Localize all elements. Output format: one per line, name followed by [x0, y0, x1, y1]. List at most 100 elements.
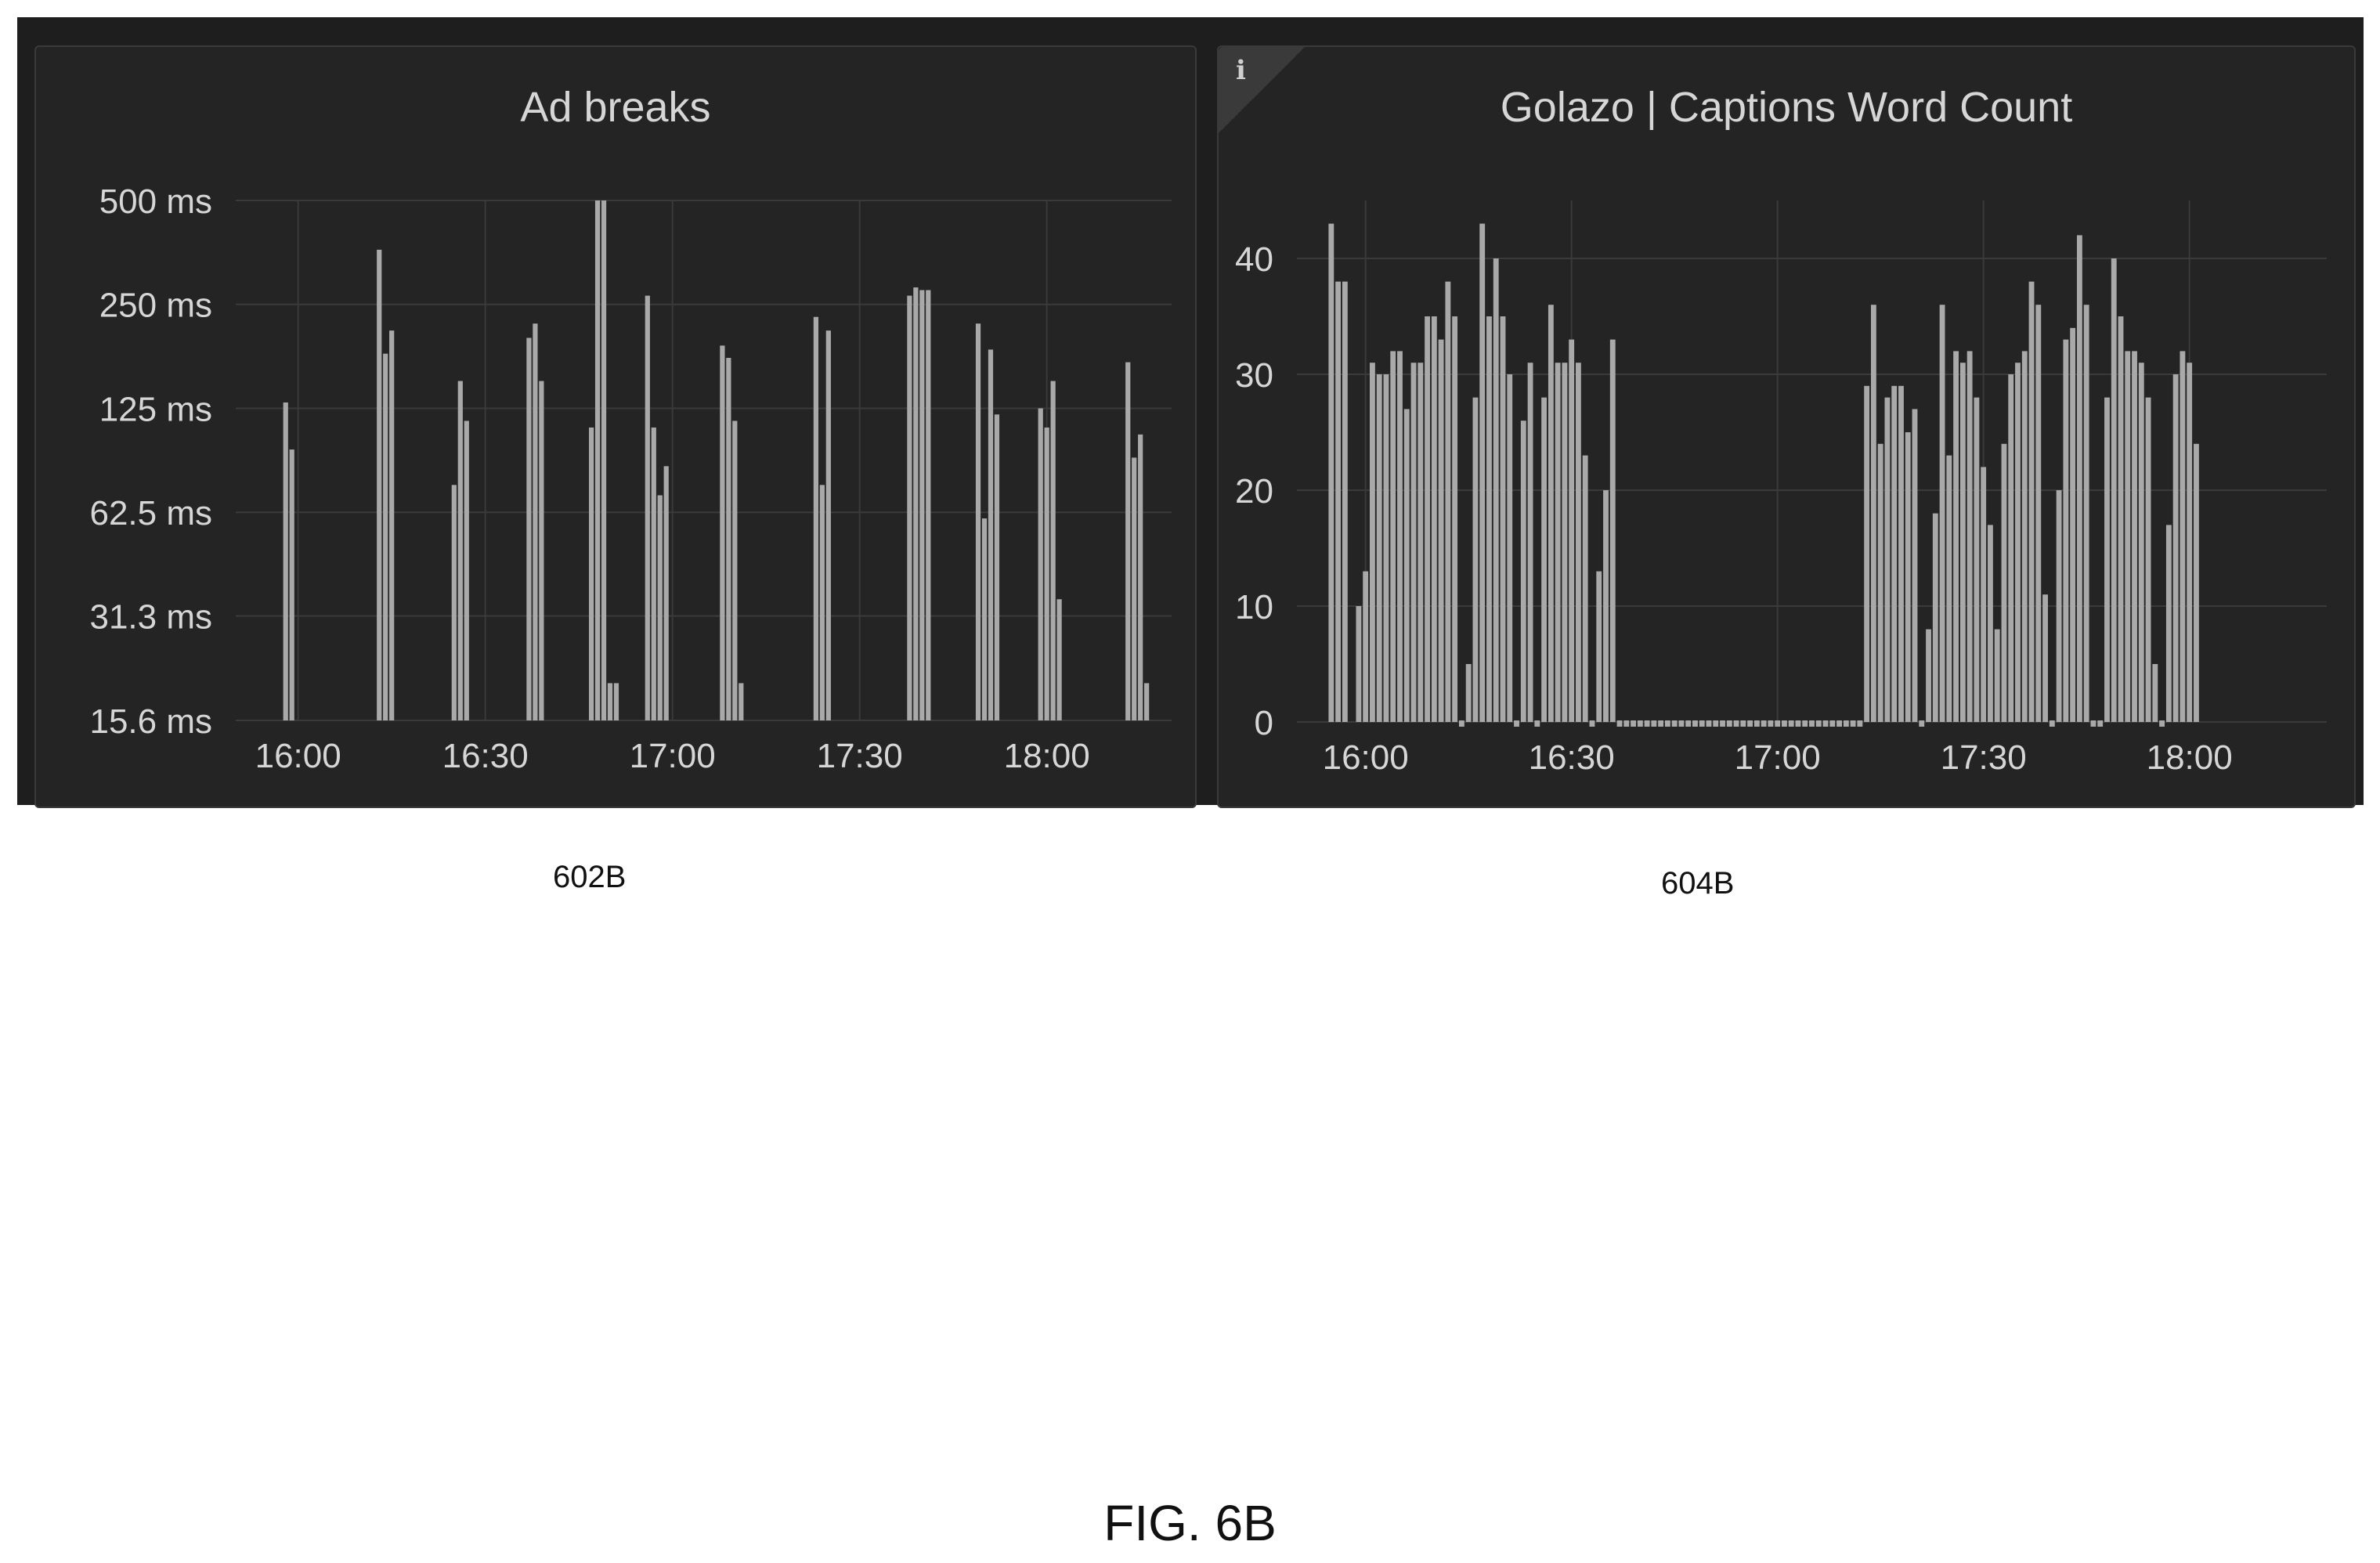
bar[interactable]: [1926, 629, 1931, 722]
bar[interactable]: [1870, 305, 1876, 722]
bar[interactable]: [1966, 351, 1973, 722]
bar[interactable]: [2152, 664, 2158, 722]
bar[interactable]: [1562, 363, 1568, 722]
panel-ad-breaks[interactable]: Ad breaks 15.6 ms 31.3 ms 62.5 ms 125 ms 250…: [34, 45, 1197, 808]
bar[interactable]: [2104, 397, 2110, 722]
bar[interactable]: [1864, 385, 1870, 722]
bar[interactable]: [1397, 351, 1403, 722]
bar[interactable]: [1761, 720, 1767, 727]
bar[interactable]: [1569, 339, 1575, 722]
bar[interactable]: [919, 290, 925, 720]
bar[interactable]: [1144, 683, 1150, 720]
bar[interactable]: [2118, 316, 2124, 722]
bar[interactable]: [994, 414, 1000, 720]
bar[interactable]: [2111, 258, 2117, 722]
bar[interactable]: [1891, 385, 1898, 722]
bar[interactable]: [289, 449, 294, 720]
bar[interactable]: [1514, 720, 1519, 727]
bar[interactable]: [607, 683, 613, 720]
bar[interactable]: [1500, 316, 1506, 722]
bar[interactable]: [663, 466, 669, 720]
bar[interactable]: [1795, 720, 1801, 727]
bar[interactable]: [1747, 720, 1753, 727]
bar[interactable]: [377, 249, 382, 720]
bar[interactable]: [1726, 720, 1732, 727]
bar[interactable]: [2063, 339, 2069, 722]
bar[interactable]: [1815, 720, 1822, 727]
bar[interactable]: [2090, 720, 2096, 727]
bar[interactable]: [2180, 351, 2186, 722]
bar[interactable]: [1637, 720, 1643, 727]
bar[interactable]: [1768, 720, 1774, 727]
bar[interactable]: [1631, 720, 1636, 727]
bar[interactable]: [1884, 397, 1891, 722]
bar[interactable]: [1912, 409, 1918, 722]
bar[interactable]: [1685, 720, 1692, 727]
bar[interactable]: [1939, 305, 1945, 722]
bar[interactable]: [457, 381, 463, 720]
bar[interactable]: [1390, 351, 1396, 722]
bar[interactable]: [975, 323, 981, 720]
bar[interactable]: [1953, 351, 1959, 722]
bar[interactable]: [1425, 316, 1430, 722]
bar[interactable]: [1534, 720, 1540, 727]
bar[interactable]: [1843, 720, 1849, 727]
bar[interactable]: [825, 330, 831, 720]
bar[interactable]: [1932, 513, 1938, 722]
bar[interactable]: [601, 200, 607, 720]
bar[interactable]: [1753, 720, 1760, 727]
bar[interactable]: [2035, 305, 2042, 722]
bar[interactable]: [1740, 720, 1746, 727]
bar[interactable]: [1541, 397, 1548, 722]
bar[interactable]: [1850, 720, 1856, 727]
bar[interactable]: [907, 295, 912, 720]
bar[interactable]: [1527, 363, 1533, 722]
bar[interactable]: [651, 427, 656, 720]
bar[interactable]: [1125, 362, 1131, 720]
bar[interactable]: [1829, 720, 1836, 727]
bar[interactable]: [1452, 316, 1458, 722]
bar[interactable]: [1699, 720, 1705, 727]
bar[interactable]: [1713, 720, 1719, 727]
bar[interactable]: [1974, 397, 1980, 722]
bar[interactable]: [2125, 351, 2131, 722]
bar[interactable]: [2049, 720, 2055, 727]
bar[interactable]: [2001, 443, 2007, 722]
bar[interactable]: [1576, 363, 1581, 722]
bar[interactable]: [1959, 363, 1966, 722]
bar[interactable]: [1548, 305, 1554, 722]
bar[interactable]: [1479, 223, 1486, 723]
bar[interactable]: [1418, 363, 1424, 722]
bar[interactable]: [2056, 490, 2062, 722]
bar[interactable]: [1733, 720, 1739, 727]
bar[interactable]: [1403, 409, 1410, 722]
bar[interactable]: [1616, 720, 1623, 727]
bar[interactable]: [1877, 443, 1883, 722]
bar[interactable]: [1520, 421, 1526, 722]
bar[interactable]: [1383, 374, 1389, 722]
bar[interactable]: [1431, 316, 1437, 722]
bar[interactable]: [1692, 720, 1698, 727]
bar[interactable]: [1981, 467, 1987, 722]
bar[interactable]: [1342, 281, 1348, 723]
bar[interactable]: [1994, 629, 2000, 722]
bar[interactable]: [1138, 434, 1143, 720]
bar[interactable]: [2042, 594, 2048, 722]
bar[interactable]: [1664, 720, 1670, 727]
bar[interactable]: [588, 427, 594, 720]
bar[interactable]: [1486, 316, 1492, 722]
bar[interactable]: [1596, 571, 1602, 722]
bar[interactable]: [389, 330, 395, 720]
bar[interactable]: [2076, 235, 2082, 722]
bar[interactable]: [1410, 363, 1417, 722]
bar[interactable]: [1056, 599, 1062, 720]
bar[interactable]: [813, 316, 819, 720]
bar[interactable]: [1775, 720, 1781, 727]
bar[interactable]: [645, 295, 650, 720]
bar[interactable]: [1555, 363, 1561, 722]
bar[interactable]: [1356, 606, 1362, 722]
bar[interactable]: [2097, 720, 2104, 727]
bar[interactable]: [1328, 223, 1334, 723]
bar[interactable]: [1651, 720, 1657, 727]
bar[interactable]: [1809, 720, 1815, 727]
